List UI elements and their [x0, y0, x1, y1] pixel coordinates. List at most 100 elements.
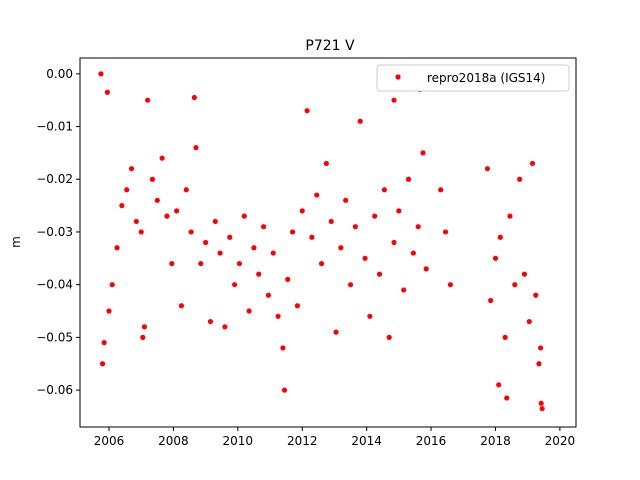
data-point — [304, 108, 310, 114]
data-point — [141, 324, 148, 330]
data-point — [333, 329, 339, 335]
data-point — [362, 255, 368, 261]
data-point — [405, 176, 412, 182]
data-point — [281, 387, 288, 393]
data-point — [124, 187, 130, 193]
x-tick-label: 2006 — [94, 434, 125, 448]
data-point — [133, 218, 139, 225]
data-point — [484, 166, 491, 172]
y-axis: 0.00 −0.01 −0.02 −0.03 −0.04 −0.05 −0.06 — [36, 67, 80, 397]
data-point — [497, 234, 503, 240]
data-point — [314, 192, 320, 198]
data-point — [265, 292, 272, 298]
data-point — [442, 229, 449, 235]
data-point — [183, 187, 189, 193]
legend: repro2018a (IGS14) — [376, 64, 570, 92]
data-point — [241, 213, 247, 219]
data-point — [401, 287, 407, 293]
y-axis-label: m — [9, 236, 23, 248]
data-point — [367, 313, 373, 319]
data-point — [256, 271, 262, 277]
data-point — [372, 213, 378, 219]
legend-label-repro2018a: repro2018a (IGS14) — [427, 71, 545, 85]
data-point — [447, 282, 453, 288]
data-point — [193, 145, 199, 151]
data-point — [260, 224, 267, 230]
data-point — [109, 282, 115, 288]
data-point — [119, 203, 125, 209]
data-point — [526, 318, 532, 325]
data-point — [496, 382, 502, 388]
data-point — [338, 245, 344, 251]
data-point — [529, 160, 536, 167]
y-tick-label: −0.03 — [36, 225, 73, 239]
legend-box — [376, 64, 570, 92]
data-point — [352, 224, 358, 230]
data-point — [415, 224, 421, 230]
data-point — [217, 250, 223, 256]
data-point — [280, 345, 286, 351]
data-point — [145, 97, 151, 103]
data-point — [347, 282, 354, 288]
data-point — [191, 94, 197, 101]
data-point — [517, 176, 523, 182]
data-point — [323, 160, 329, 167]
data-points — [98, 71, 545, 412]
x-tick-label: 2012 — [287, 434, 318, 448]
data-point — [391, 239, 397, 246]
data-point — [539, 405, 545, 412]
data-point — [198, 260, 204, 267]
data-point — [159, 155, 165, 161]
data-point — [101, 340, 107, 346]
data-point — [538, 400, 544, 406]
data-point — [376, 271, 383, 277]
data-point — [104, 89, 110, 95]
data-point — [114, 245, 120, 251]
data-point — [203, 239, 209, 246]
x-tick-label: 2016 — [416, 434, 447, 448]
data-point — [410, 250, 416, 256]
data-point — [318, 260, 325, 267]
data-point — [275, 313, 281, 319]
data-point — [164, 213, 170, 219]
data-point — [533, 292, 539, 298]
data-point — [251, 245, 257, 251]
chart-title: P721 V — [305, 38, 355, 54]
data-point — [507, 213, 513, 219]
data-point — [289, 229, 296, 235]
data-point — [381, 187, 387, 193]
legend-marker-repro2018a — [395, 74, 401, 80]
data-point — [502, 334, 508, 340]
data-point — [270, 250, 276, 256]
y-tick-label: −0.06 — [36, 383, 73, 397]
data-point — [396, 208, 402, 214]
data-point — [386, 334, 392, 340]
data-point — [212, 218, 218, 225]
data-point — [536, 361, 542, 367]
data-point — [294, 303, 301, 309]
x-tick-label: 2014 — [351, 434, 382, 448]
data-point — [309, 234, 315, 240]
data-point — [169, 260, 175, 267]
data-point — [99, 361, 106, 367]
data-point — [423, 266, 429, 272]
data-point — [343, 197, 349, 203]
data-point — [236, 260, 243, 267]
data-point — [140, 334, 146, 340]
data-point — [391, 97, 397, 103]
data-point — [299, 208, 305, 214]
y-tick-label: −0.01 — [36, 120, 73, 134]
y-tick-label: 0.00 — [46, 67, 73, 81]
x-tick-label: 2008 — [158, 434, 189, 448]
data-point — [128, 166, 135, 172]
x-axis: 2006 2008 2010 2012 2014 2016 2018 2020 — [94, 427, 575, 448]
data-point — [174, 208, 180, 214]
data-point — [246, 308, 252, 314]
data-point — [521, 271, 528, 277]
data-point — [357, 118, 363, 124]
x-tick-label: 2020 — [545, 434, 576, 448]
y-tick-label: −0.04 — [36, 278, 73, 292]
data-point — [438, 187, 444, 193]
data-point — [537, 345, 544, 351]
data-point — [285, 276, 291, 282]
